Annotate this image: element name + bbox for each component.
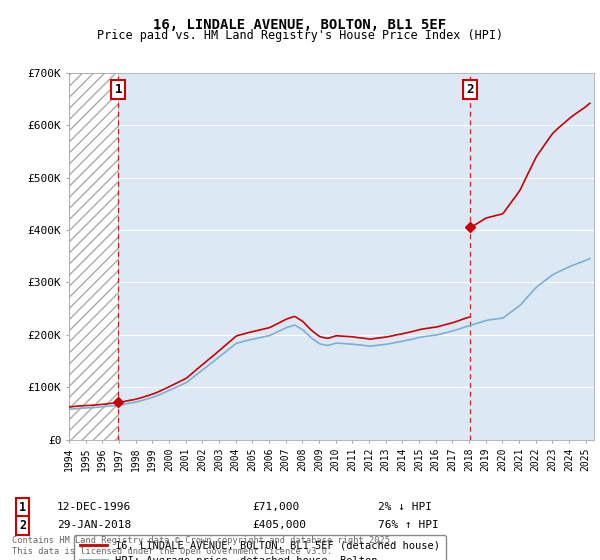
Text: 2: 2 bbox=[467, 83, 474, 96]
Text: 1: 1 bbox=[115, 83, 122, 96]
Text: 1: 1 bbox=[19, 501, 26, 514]
Legend: 16, LINDALE AVENUE, BOLTON, BL1 5EF (detached house), HPI: Average price, detach: 16, LINDALE AVENUE, BOLTON, BL1 5EF (det… bbox=[74, 535, 446, 560]
Bar bbox=[69, 73, 118, 440]
Text: 29-JAN-2018: 29-JAN-2018 bbox=[57, 520, 131, 530]
Text: 76% ↑ HPI: 76% ↑ HPI bbox=[378, 520, 439, 530]
Text: 2: 2 bbox=[19, 519, 26, 532]
Text: £71,000: £71,000 bbox=[252, 502, 299, 512]
Text: Price paid vs. HM Land Registry's House Price Index (HPI): Price paid vs. HM Land Registry's House … bbox=[97, 29, 503, 42]
Text: 12-DEC-1996: 12-DEC-1996 bbox=[57, 502, 131, 512]
Text: 16, LINDALE AVENUE, BOLTON, BL1 5EF: 16, LINDALE AVENUE, BOLTON, BL1 5EF bbox=[154, 18, 446, 32]
Text: £405,000: £405,000 bbox=[252, 520, 306, 530]
Text: 2% ↓ HPI: 2% ↓ HPI bbox=[378, 502, 432, 512]
Text: Contains HM Land Registry data © Crown copyright and database right 2025.
This d: Contains HM Land Registry data © Crown c… bbox=[12, 536, 395, 556]
